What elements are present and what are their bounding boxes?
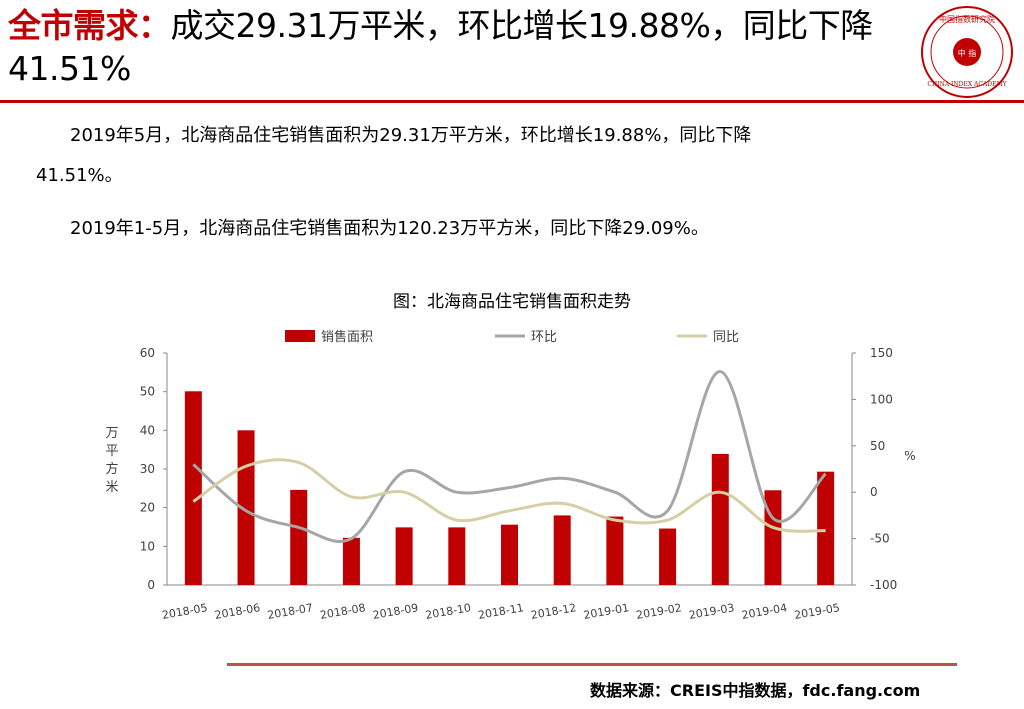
bar-2018-07	[290, 489, 308, 585]
x-tick-label: 2019-05	[793, 601, 841, 622]
y2-tick-label: -50	[870, 532, 890, 546]
bar-2018-09	[395, 527, 413, 585]
title-highlight: 全市需求：	[8, 6, 171, 45]
x-tick-label: 2018-12	[530, 601, 578, 622]
paragraph-2: 2019年1-5月，北海商品住宅销售面积为120.23万平方米，同比下降29.0…	[70, 218, 709, 239]
y-axis-label-char: 米	[105, 480, 118, 495]
page-title: 全市需求：成交29.31万平米，环比增长19.88%，同比下降41.51%	[8, 4, 908, 90]
x-tick-label: 2018-10	[424, 601, 472, 622]
x-tick-label: 2018-06	[214, 601, 262, 622]
bar-2018-08	[342, 537, 360, 585]
y-tick-label: 30	[140, 462, 155, 476]
bar-2019-03	[711, 453, 729, 585]
y-axis-label-char: 方	[105, 461, 118, 477]
y-tick-label: 60	[140, 346, 155, 360]
y2-tick-label: 150	[870, 346, 893, 360]
china-index-academy-logo: 中国指数研究院 中 指 CHINA INDEX ACADEMY	[921, 6, 1013, 98]
legend-label-bar: 销售面积	[321, 329, 373, 345]
bar-2019-02	[659, 528, 677, 585]
y-tick-label: 40	[140, 423, 155, 437]
paragraph-1-line-2: 41.51%。	[36, 165, 123, 186]
bar-2018-10	[448, 527, 466, 585]
x-tick-label: 2018-08	[319, 601, 367, 622]
header-rule	[0, 100, 1024, 103]
bar-2019-01	[606, 516, 624, 585]
y2-tick-label: 0	[870, 485, 878, 499]
x-tick-label: 2018-07	[266, 601, 314, 622]
y2-axis-label: %	[904, 449, 915, 463]
logo-bottom-text: CHINA INDEX ACADEMY	[927, 81, 1007, 88]
y-tick-label: 20	[140, 501, 155, 515]
line-series-mom	[192, 370, 827, 543]
footer-rule	[227, 663, 957, 666]
x-tick-label: 2018-11	[477, 601, 525, 622]
bar-2019-04	[764, 490, 782, 585]
x-tick-label: 2018-05	[161, 601, 209, 622]
paragraph-1-line-1: 2019年5月，北海商品住宅销售面积为29.31万平方米，环比增长19.88%，…	[70, 125, 752, 146]
logo-top-text: 中国指数研究院	[939, 14, 995, 24]
x-tick-label: 2019-02	[635, 601, 683, 622]
bar-2018-11	[501, 524, 518, 585]
x-tick-label: 2019-04	[741, 601, 789, 622]
y2-tick-label: 100	[870, 392, 893, 406]
logo-center-text: 中 指	[958, 48, 977, 58]
x-tick-label: 2019-03	[688, 601, 736, 622]
y2-tick-label: 50	[870, 439, 885, 453]
bar-2018-12	[553, 515, 571, 585]
y-tick-label: 0	[147, 578, 155, 592]
chart-caption: 图：北海商品住宅销售面积走势	[393, 292, 631, 312]
y-tick-label: 50	[140, 385, 155, 399]
y2-tick-label: -100	[870, 578, 897, 592]
line-series-yoy	[192, 458, 826, 533]
x-tick-label: 2019-01	[583, 601, 631, 622]
legend-swatch-bar	[285, 330, 315, 342]
bar-2018-05	[184, 391, 202, 585]
legend-label-yoy: 同比	[713, 330, 739, 345]
title-text: 成交29.31万平米，环比增长19.88%，同比下降41.51%	[8, 6, 873, 88]
x-tick-label: 2018-09	[372, 601, 420, 622]
y-axis-label-char: 平	[105, 444, 118, 459]
y-tick-label: 10	[140, 539, 155, 553]
y-axis-label-char: 万	[105, 426, 118, 441]
data-source: 数据来源：CREIS中指数据，fdc.fang.com	[590, 681, 921, 700]
bar-2019-05	[817, 471, 835, 585]
legend-label-mom: 环比	[531, 330, 557, 345]
